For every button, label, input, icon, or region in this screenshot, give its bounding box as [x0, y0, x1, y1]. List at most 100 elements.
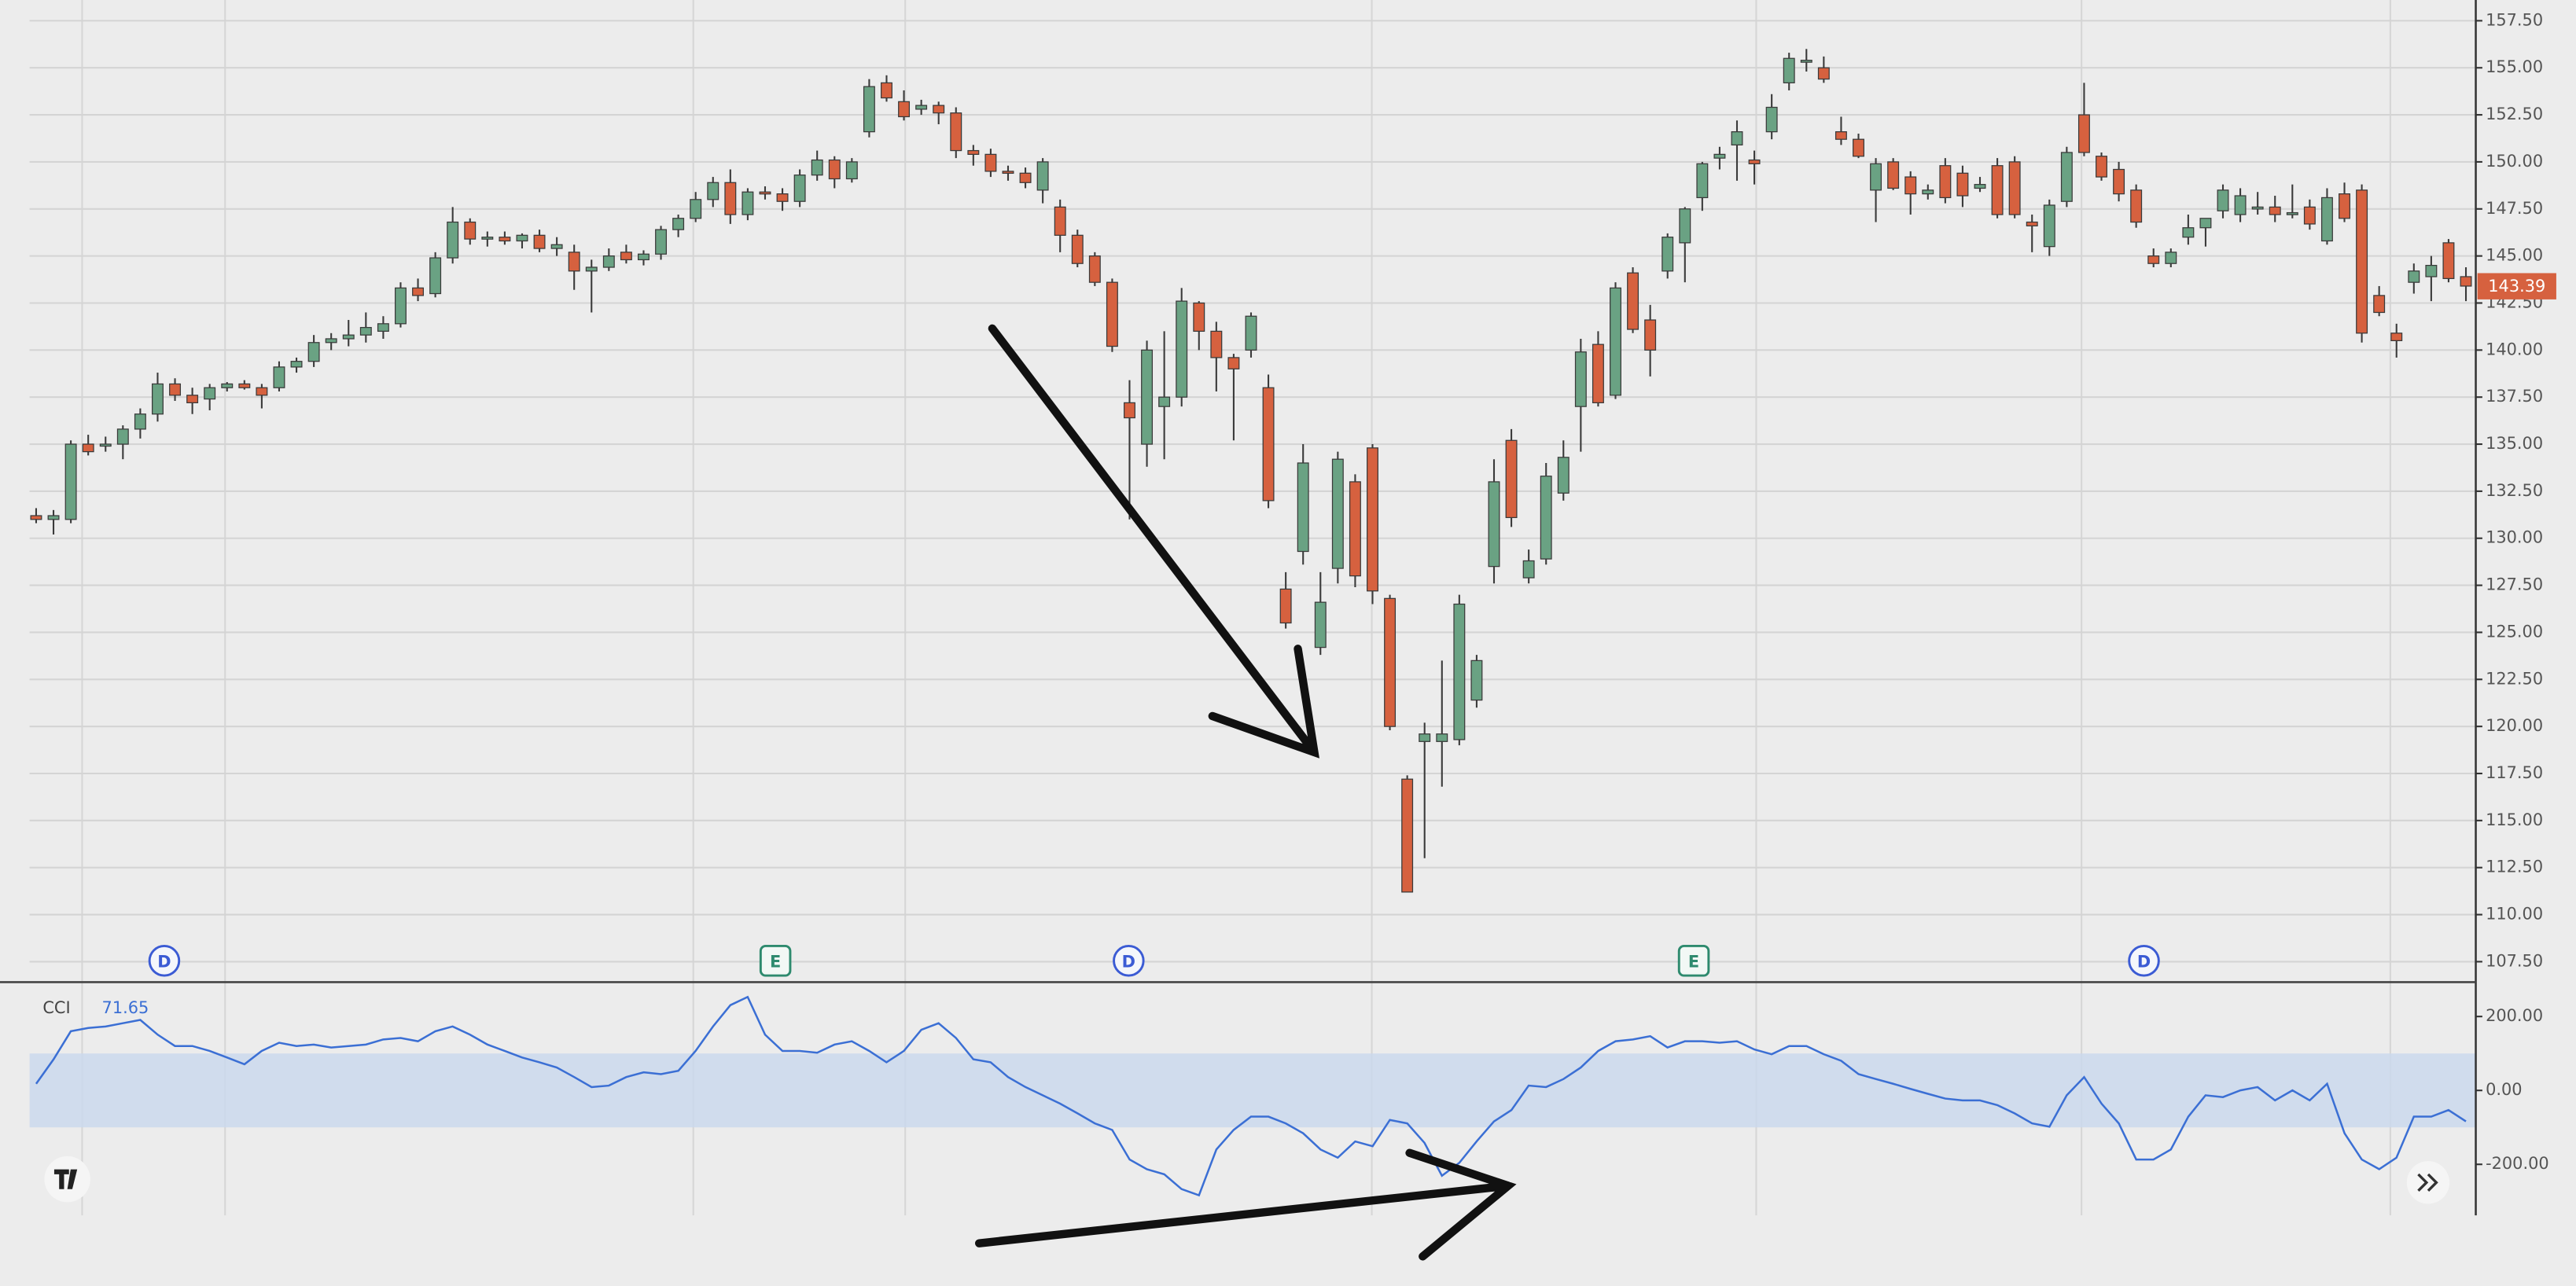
event-marker: [1113, 945, 1145, 977]
candle-body: [1627, 272, 1639, 330]
candle-body: [2096, 156, 2107, 178]
candle-body: [2182, 227, 2195, 238]
candle-body: [776, 193, 789, 202]
candle-body: [1765, 106, 1778, 133]
candle-body: [359, 326, 372, 336]
candle-body: [1245, 315, 1257, 351]
candle-body: [690, 199, 702, 219]
candle-body: [1505, 439, 1518, 519]
y-tick-label: 157.50: [2486, 10, 2543, 29]
candle-body: [533, 234, 546, 249]
candle-body: [1662, 237, 1674, 272]
candle-body: [307, 342, 320, 362]
candle-body: [1436, 733, 1448, 742]
event-label: D: [157, 952, 171, 971]
candle-body: [1488, 481, 1500, 568]
last-price-tag: [2477, 273, 2556, 299]
candle-body: [550, 244, 563, 249]
candle-body: [82, 443, 94, 453]
candle-body: [2425, 264, 2438, 277]
candle-body: [2130, 189, 2143, 223]
candle-body: [1227, 357, 1240, 369]
y-tick-label: 130.00: [2486, 528, 2543, 547]
last-price-label: 143.39: [2488, 277, 2545, 296]
candle-body: [2408, 270, 2420, 283]
candle-body: [99, 443, 112, 447]
candle-body: [2113, 168, 2125, 195]
candle-body: [915, 105, 928, 110]
candle-body: [1731, 131, 1743, 146]
candle-body: [395, 287, 407, 325]
candle-body: [1522, 560, 1535, 579]
candle-body: [47, 515, 60, 520]
candle-body: [2269, 206, 2281, 215]
candle-body: [2165, 252, 2177, 264]
y-tick-label: 115.00: [2486, 810, 2543, 829]
y-tick-label: 145.00: [2486, 246, 2543, 265]
candle-body: [1401, 778, 1414, 893]
candle-body: [290, 361, 303, 368]
candle-body: [1349, 481, 1361, 577]
event-label: E: [1688, 952, 1699, 971]
candle-body: [1904, 176, 1917, 195]
y-tick-label: 120.00: [2486, 716, 2543, 735]
candle-body: [151, 383, 164, 415]
candle-body: [1297, 462, 1309, 553]
candle-body: [2026, 221, 2038, 226]
candle-body: [2147, 255, 2160, 264]
candle-body: [1019, 172, 1032, 183]
candle-body: [1592, 344, 1604, 403]
candle-body: [602, 255, 615, 268]
candle-body: [429, 257, 442, 295]
candle-body: [1210, 330, 1223, 358]
candle-body: [1176, 300, 1188, 398]
tv-logo: [44, 1156, 90, 1203]
candle-body: [933, 105, 945, 114]
candle-body: [793, 175, 806, 202]
candle-body: [724, 182, 737, 215]
candle-body: [950, 112, 962, 152]
event-label: D: [2137, 952, 2151, 971]
event-marker: [759, 945, 792, 977]
candle-body: [412, 287, 425, 296]
candle-body: [134, 413, 146, 430]
candle-body: [742, 191, 754, 215]
candle-body: [828, 159, 841, 180]
candle-body: [707, 182, 719, 200]
y-tick-label: 147.50: [2486, 199, 2543, 218]
scroll-button[interactable]: [2406, 1161, 2450, 1204]
candle-body: [1470, 660, 1483, 701]
candle-body: [1713, 153, 1726, 159]
candle-body: [64, 443, 77, 520]
candle-body: [1331, 458, 1344, 569]
candle-body: [2077, 114, 2090, 153]
y-tick-label: 122.50: [2486, 669, 2543, 688]
y-tick-label: 140.00: [2486, 340, 2543, 358]
candle-body: [1384, 597, 1397, 727]
candle-body: [447, 221, 459, 259]
y-tick-label: 112.50: [2486, 858, 2543, 876]
candle-body: [811, 159, 823, 176]
y-tick-label: 110.00: [2486, 905, 2543, 924]
y-tick-label: 127.50: [2486, 575, 2543, 594]
candle-body: [1956, 172, 1969, 197]
candle-body: [1696, 163, 1709, 199]
candle-body: [2320, 197, 2333, 242]
candle-body: [655, 229, 668, 255]
y-tick-label: 132.50: [2486, 481, 2543, 500]
candle-body: [1262, 387, 1275, 502]
candle-body: [377, 323, 389, 333]
candle-body: [1853, 138, 1864, 157]
candle-body: [2060, 152, 2073, 202]
candle-body: [256, 387, 268, 396]
candle-body: [325, 338, 337, 344]
y-tick-label: -200.00: [2486, 1154, 2549, 1173]
candle-body: [1193, 302, 1205, 333]
candle-body: [672, 218, 685, 230]
y-tick-label: 125.00: [2486, 622, 2543, 641]
candle-body: [2217, 189, 2229, 211]
candle-body: [464, 221, 477, 240]
candle-body: [881, 82, 892, 99]
candle-body: [499, 237, 511, 242]
